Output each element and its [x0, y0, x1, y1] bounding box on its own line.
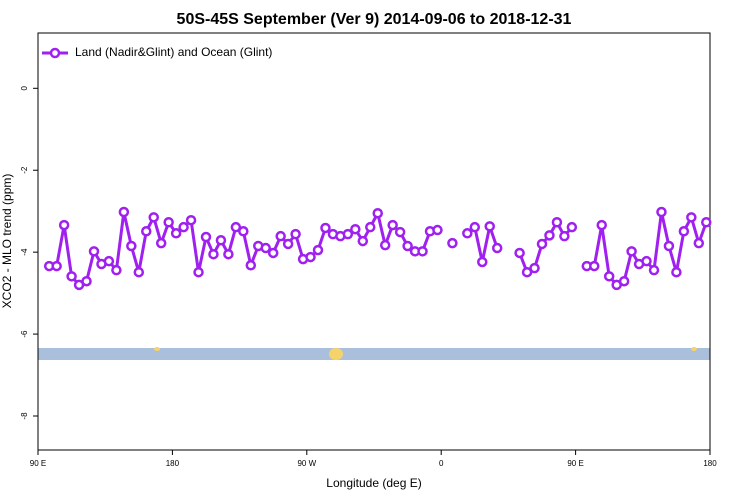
data-point — [148, 212, 159, 223]
data-point — [379, 239, 391, 251]
data-point — [58, 219, 70, 231]
data-point — [223, 248, 234, 260]
data-point — [596, 219, 607, 231]
y-tick-label: -6 — [20, 330, 29, 338]
data-point — [551, 216, 563, 228]
data-point — [447, 237, 458, 249]
data-point — [544, 230, 555, 241]
data-point — [693, 237, 705, 249]
data-point — [305, 251, 316, 263]
data-point — [88, 246, 100, 257]
data-point — [432, 224, 443, 236]
data-point — [133, 266, 145, 278]
data-point — [170, 228, 182, 239]
data-point — [491, 242, 503, 254]
data-point — [566, 221, 578, 233]
x-tick-label: 90 W — [297, 459, 316, 468]
data-point — [648, 264, 660, 276]
surface-band — [38, 348, 710, 360]
data-point — [103, 255, 115, 267]
data-point — [678, 226, 690, 237]
data-point — [394, 226, 406, 238]
data-point — [267, 247, 279, 259]
data-point — [484, 221, 495, 232]
x-tick-label: 90 E — [567, 459, 583, 468]
data-point — [282, 238, 294, 250]
data-point — [618, 275, 630, 287]
data-point — [641, 255, 652, 267]
data-point — [626, 246, 637, 257]
data-point — [178, 221, 189, 233]
data-point — [417, 246, 428, 257]
data-point — [275, 230, 286, 242]
data-point — [342, 228, 354, 240]
x-tick-label: 180 — [703, 459, 717, 468]
y-tick-label: -4 — [20, 248, 29, 256]
data-point — [559, 230, 570, 242]
data-point — [208, 248, 219, 260]
chart-title: 50S-45S September (Ver 9) 2014-09-06 to … — [177, 11, 572, 28]
legend-marker — [49, 47, 61, 59]
data-point — [477, 256, 488, 268]
data-point — [536, 238, 548, 250]
data-point — [66, 271, 77, 282]
data-point — [656, 206, 667, 218]
data-point — [118, 206, 130, 218]
y-tick-label: -2 — [20, 166, 29, 174]
y-tick-label: -8 — [20, 412, 29, 420]
data-point — [163, 216, 174, 228]
data-point — [521, 266, 533, 278]
data-point — [81, 275, 92, 287]
x-tick-label: 180 — [166, 459, 180, 468]
data-point — [245, 260, 257, 271]
data-point — [111, 264, 122, 276]
data-point — [193, 266, 204, 278]
data-point — [469, 221, 481, 233]
surface-blob — [691, 347, 697, 351]
x-axis-label: Longitude (deg E) — [326, 476, 421, 490]
data-point — [155, 237, 167, 249]
data-point — [312, 244, 324, 256]
data-point — [357, 235, 369, 247]
data-point — [238, 226, 249, 237]
legend-label: Land (Nadir&Glint) and Ocean (Glint) — [75, 45, 272, 59]
data-point — [141, 226, 152, 237]
legend: Land (Nadir&Glint) and Ocean (Glint) — [42, 45, 272, 59]
data-point — [350, 223, 361, 235]
data-point — [51, 260, 62, 272]
data-point — [462, 228, 473, 239]
data-point — [365, 221, 376, 233]
data-point — [230, 221, 242, 233]
data-point — [514, 247, 525, 259]
surface-blob — [329, 348, 343, 360]
data-point — [663, 240, 675, 252]
data-point — [260, 242, 271, 254]
data-point — [387, 219, 398, 231]
data-point — [686, 212, 697, 223]
x-tick-label: 90 E — [30, 459, 46, 468]
data-point — [185, 214, 197, 226]
y-axis-label: XCO2 - MLO trend (ppm) — [0, 174, 14, 309]
y-tick-label: 0 — [20, 86, 29, 91]
x-tick-label: 0 — [439, 459, 444, 468]
surface-blob — [154, 347, 160, 351]
data-point — [603, 271, 615, 282]
data-point — [701, 216, 712, 228]
data-point — [320, 222, 331, 234]
data-point — [372, 207, 383, 219]
data-point — [589, 260, 600, 272]
data-point — [671, 266, 682, 278]
data-point — [126, 240, 137, 252]
data-point — [200, 231, 212, 243]
data-point — [402, 240, 413, 252]
data-point — [529, 262, 540, 274]
data-point — [215, 235, 227, 246]
plot-frame — [37, 32, 711, 451]
data-point — [290, 228, 301, 240]
